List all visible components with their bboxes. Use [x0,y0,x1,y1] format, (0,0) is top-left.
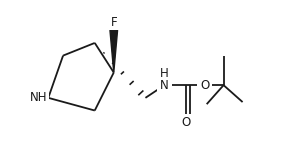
Text: O: O [181,116,190,129]
Text: N: N [160,79,169,92]
Polygon shape [110,30,117,72]
Text: F: F [110,16,117,29]
Text: NH: NH [30,91,47,104]
Text: H: H [160,67,169,80]
Text: O: O [200,79,209,92]
